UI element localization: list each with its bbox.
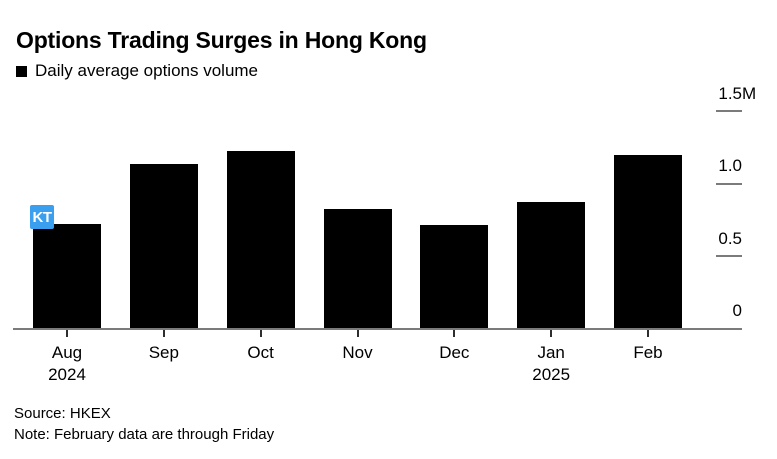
y-tick-label-1.5m: 1.5 M	[718, 83, 757, 103]
legend-label: Daily average options volume	[35, 61, 259, 80]
bar-nov	[323, 209, 392, 328]
x-tick-label-nov: Nov	[342, 343, 373, 362]
y-tick-label-0.5: 0.5	[718, 228, 742, 248]
x-tick-label-oct: Oct	[247, 343, 274, 362]
x-tick-label-feb: Feb	[633, 343, 663, 362]
legend: Daily average options volume	[16, 62, 258, 80]
footer: Source: HKEX Note: February data are thr…	[14, 403, 274, 445]
x-tick-sep	[162, 330, 165, 337]
x-axis-baseline	[13, 328, 742, 330]
bar-dec	[420, 225, 489, 328]
x-tick-dec	[453, 330, 456, 337]
bar-feb	[614, 155, 682, 328]
kt-annotation-badge: KT	[30, 205, 54, 229]
bar-aug-2024	[33, 223, 101, 328]
x-tick-label-jan: Jan 2025	[532, 343, 571, 384]
note-text: Note: February data are through Friday	[14, 426, 275, 443]
y-tick-1.5m	[716, 110, 742, 112]
y-tick-label-1.0: 1.0	[718, 156, 742, 175]
legend-swatch-icon	[16, 65, 27, 77]
bar-oct	[226, 151, 295, 328]
x-tick-aug	[66, 330, 68, 337]
x-tick-feb	[647, 330, 649, 337]
x-tick-label-dec: Dec	[439, 343, 470, 362]
bar-sep	[129, 164, 198, 328]
x-tick-nov	[356, 330, 359, 337]
x-tick-oct	[259, 330, 262, 337]
chart-title: Options Trading Surges in Hong Kong	[16, 27, 427, 53]
x-tick-label-sep: Sep	[148, 343, 179, 362]
source-text: Source: HKEX	[14, 405, 111, 422]
y-tick-label-0: 0	[732, 301, 742, 320]
x-tick-jan	[550, 330, 553, 337]
bar-jan-2025	[517, 201, 586, 328]
x-tick-label-aug: Aug 2024	[48, 343, 86, 384]
y-tick-0.5	[716, 255, 742, 257]
y-tick-1.0	[716, 182, 742, 185]
